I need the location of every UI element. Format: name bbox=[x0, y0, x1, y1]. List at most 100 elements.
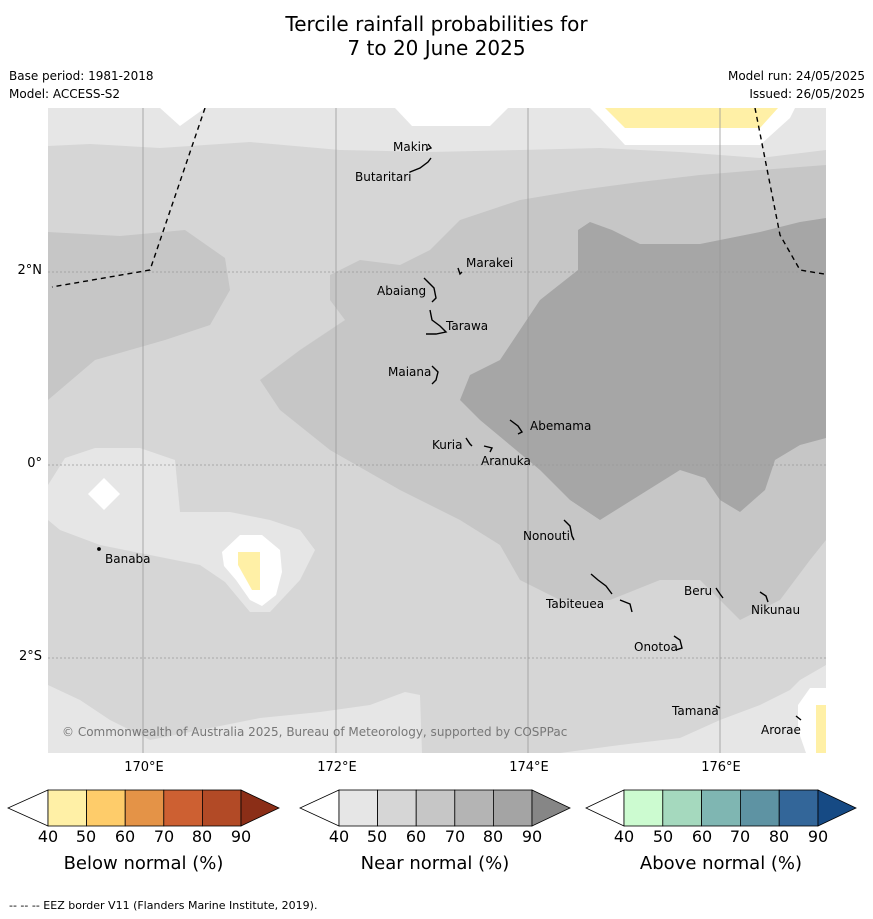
island-nonouti bbox=[563, 519, 575, 541]
label-tabiteuea: Tabiteuea bbox=[545, 597, 604, 611]
colorbar-above-swatch-1 bbox=[662, 789, 702, 827]
island-tamana bbox=[715, 705, 721, 709]
label-marakei: Marakei bbox=[466, 256, 513, 270]
probability-field: Makin Butaritari Marakei Abaiang Tarawa … bbox=[48, 108, 826, 753]
label-tarawa: Tarawa bbox=[445, 319, 488, 333]
label-abemama: Abemama bbox=[530, 419, 591, 433]
label-beru: Beru bbox=[684, 584, 712, 598]
tick: 80 bbox=[191, 827, 213, 846]
island-tabiteuea-north bbox=[590, 573, 613, 595]
below-normal-40-west-blob bbox=[238, 552, 260, 590]
title-line-1: Tercile rainfall probabilities for bbox=[285, 12, 588, 36]
base-period: Base period: 1981-2018 bbox=[9, 69, 154, 83]
label-tamana: Tamana bbox=[671, 704, 719, 718]
island-kuria bbox=[465, 437, 473, 447]
tick: 70 bbox=[729, 827, 751, 846]
lon-label-170: 170°E bbox=[124, 760, 164, 775]
colorbar-above-swatch-5 bbox=[817, 789, 857, 827]
near-normal-40-southwest bbox=[48, 685, 422, 753]
colorbar-below-swatch-4 bbox=[201, 789, 242, 827]
model-name: Model: ACCESS-S2 bbox=[9, 87, 121, 101]
colorbar-below-swatch-5 bbox=[240, 789, 280, 827]
meta-right: Model run: 24/05/2025 Issued: 26/05/2025 bbox=[728, 67, 865, 103]
colorbar-near-swatch-3 bbox=[454, 789, 494, 827]
tick: 90 bbox=[230, 827, 252, 846]
colorbar-near-swatch-0 bbox=[338, 789, 378, 827]
label-banaba: Banaba bbox=[105, 552, 151, 566]
tick: 60 bbox=[691, 827, 713, 846]
tick: 40 bbox=[328, 827, 350, 846]
colorbar-above-swatch-3 bbox=[740, 789, 780, 827]
no-signal-top-west bbox=[160, 108, 205, 126]
island-arorae bbox=[795, 715, 802, 721]
tick: 70 bbox=[153, 827, 175, 846]
tick: 40 bbox=[37, 827, 59, 846]
colorbar-near-swatch-5 bbox=[531, 789, 571, 827]
island-makin bbox=[425, 143, 433, 151]
label-arorae: Arorae bbox=[761, 723, 801, 737]
colorbar-above bbox=[585, 789, 857, 827]
eez-footnote: -- -- -- EEZ border V11 (Flanders Marine… bbox=[9, 899, 318, 912]
island-banaba bbox=[97, 547, 101, 551]
near-normal-70-core bbox=[460, 218, 826, 520]
colorbar-above-swatch-0 bbox=[623, 789, 664, 827]
colorbar-above-swatch-4 bbox=[778, 789, 819, 827]
colorbar-above-swatch-2 bbox=[701, 789, 741, 827]
colorbar-above-label: Above normal (%) bbox=[639, 853, 803, 874]
tick: 50 bbox=[366, 827, 388, 846]
island-beru bbox=[715, 587, 724, 599]
colorbar-below bbox=[7, 789, 280, 827]
colorbar-near-swatch-4 bbox=[492, 789, 533, 827]
label-kuria: Kuria bbox=[432, 438, 463, 452]
below-normal-40-southeast bbox=[816, 705, 826, 753]
issued-date: Issued: 26/05/2025 bbox=[749, 87, 865, 101]
tick: 80 bbox=[768, 827, 790, 846]
colorbar-near-label: Near normal (%) bbox=[360, 853, 510, 874]
label-maiana: Maiana bbox=[388, 365, 431, 379]
colorbar-below-swatch-0 bbox=[47, 789, 87, 827]
colorbar-below-label: Below normal (%) bbox=[63, 853, 224, 874]
island-abaiang bbox=[423, 277, 437, 303]
near-normal-60-west bbox=[48, 230, 230, 400]
no-signal-top-center bbox=[395, 108, 508, 126]
place-labels: Makin Butaritari Marakei Abaiang Tarawa … bbox=[105, 140, 801, 737]
tick: 50 bbox=[652, 827, 674, 846]
colorbar-near-swatch-1 bbox=[377, 789, 417, 827]
no-signal-west-diamond bbox=[88, 478, 120, 510]
grid-lines bbox=[48, 108, 826, 753]
lon-label-176: 176°E bbox=[701, 760, 741, 775]
tick: 40 bbox=[613, 827, 635, 846]
label-nonouti: Nonouti bbox=[523, 529, 570, 543]
island-butaritari bbox=[409, 157, 432, 173]
tick: 50 bbox=[75, 827, 97, 846]
colorbar-below-swatch-2 bbox=[124, 789, 165, 827]
label-makin: Makin bbox=[393, 140, 429, 154]
island-nikunau bbox=[759, 591, 769, 603]
island-onotoa bbox=[673, 635, 683, 651]
tick: 60 bbox=[114, 827, 136, 846]
islands bbox=[97, 143, 802, 721]
model-run: Model run: 24/05/2025 bbox=[727, 69, 865, 83]
eez-border bbox=[51, 108, 825, 288]
lon-label-174: 174°E bbox=[509, 760, 549, 775]
tick: 60 bbox=[405, 827, 427, 846]
lat-label-2n: 2°N bbox=[17, 263, 43, 278]
lat-label-0: 0° bbox=[27, 456, 42, 471]
tick: 90 bbox=[807, 827, 829, 846]
tick: 70 bbox=[444, 827, 466, 846]
map-title: Tercile rainfall probabilities for 7 to … bbox=[0, 12, 873, 60]
colorbar-near bbox=[299, 789, 571, 827]
label-abaiang: Abaiang bbox=[377, 284, 426, 298]
colorbar-below-swatch-3 bbox=[163, 789, 203, 827]
meta-left: Base period: 1981-2018 Model: ACCESS-S2 bbox=[9, 67, 154, 103]
island-maiana bbox=[431, 365, 439, 385]
near-normal-40-southeast bbox=[560, 665, 826, 753]
lon-label-172: 172°E bbox=[317, 760, 357, 775]
label-aranuka: Aranuka bbox=[481, 454, 531, 468]
label-nikunau: Nikunau bbox=[751, 603, 800, 617]
tick: 90 bbox=[521, 827, 543, 846]
island-abemama bbox=[509, 419, 524, 435]
colorbar-below-swatch-1 bbox=[86, 789, 126, 827]
island-tarawa bbox=[426, 309, 448, 335]
